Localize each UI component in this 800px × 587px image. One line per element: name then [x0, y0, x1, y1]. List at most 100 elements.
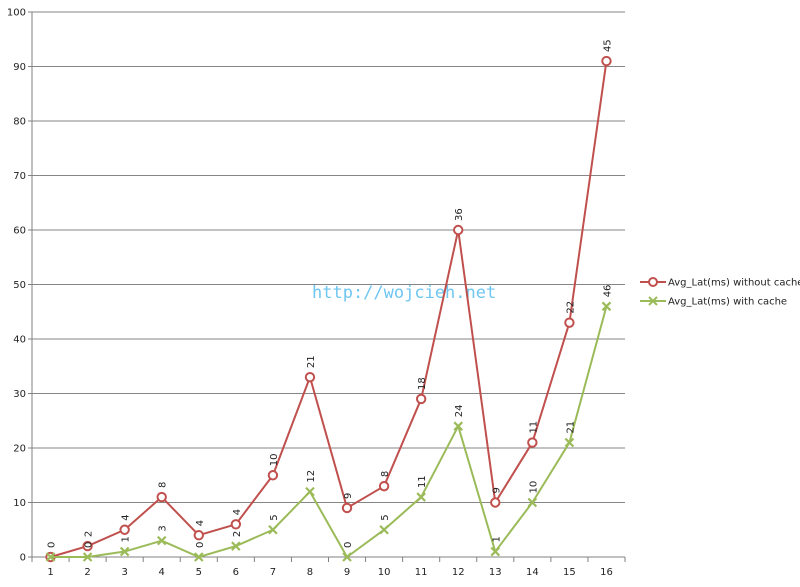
data-point	[305, 486, 315, 497]
data-point	[564, 437, 575, 448]
data-label: 9	[343, 493, 354, 499]
data-point	[193, 530, 204, 541]
x-tick-label: 10	[378, 567, 391, 578]
x-tick-label: 12	[452, 567, 465, 578]
x-axis: 1 2 3 4 5 6 7 8 9 10 11 12 13 14 15 16	[31, 557, 626, 578]
data-point	[490, 497, 501, 508]
legend-label: Avg_Lat(ms) without cache	[668, 278, 800, 289]
data-point	[45, 552, 56, 562]
data-label: 5	[380, 514, 391, 520]
data-point	[119, 524, 130, 535]
data-point	[82, 540, 93, 552]
y-tick-label: 10	[13, 498, 26, 509]
data-point	[453, 421, 463, 431]
data-label: 10	[528, 481, 539, 494]
x-tick-label: 6	[233, 567, 239, 578]
data-label: 4	[195, 520, 206, 526]
data-label: 21	[565, 421, 576, 434]
data-label: 1	[491, 536, 502, 542]
y-tick-label: 80	[13, 117, 26, 128]
data-point	[268, 524, 278, 535]
y-tick-label: 50	[13, 280, 26, 291]
data-point	[156, 491, 167, 503]
data-point	[527, 497, 538, 508]
y-tick-label: 70	[13, 171, 26, 182]
data-label: 9	[491, 487, 502, 493]
y-tick-label: 90	[13, 62, 26, 73]
legend-marker	[648, 277, 658, 287]
series-line	[50, 60, 608, 558]
data-label: 21	[306, 355, 317, 368]
legend-marker	[648, 296, 658, 306]
data-label: 0	[84, 542, 95, 548]
series-line	[50, 306, 608, 558]
data-point	[564, 317, 575, 328]
data-label: 8	[380, 471, 391, 477]
data-point	[342, 552, 352, 562]
data-label: 0	[343, 542, 354, 548]
legend: Avg_Lat(ms) without cache Avg_Lat(ms) wit…	[640, 277, 800, 308]
y-tick-label: 40	[13, 335, 26, 346]
x-tick-label: 7	[270, 567, 276, 578]
data-point	[601, 55, 612, 67]
legend-item-2: Avg_Lat(ms) with cache	[640, 296, 787, 308]
x-tick-label: 4	[159, 567, 165, 578]
data-point	[341, 502, 353, 514]
gridlines	[32, 11, 625, 558]
data-label: 10	[269, 454, 280, 467]
y-axis: 0 10 20 30 40 50 60 70 80 90 100	[7, 8, 33, 564]
data-point	[119, 546, 130, 557]
data-point	[231, 541, 241, 551]
data-label: 0	[47, 542, 58, 548]
data-point	[601, 301, 612, 312]
data-label: 36	[454, 208, 465, 221]
x-tick-label: 11	[415, 567, 428, 578]
data-label: 2	[84, 531, 95, 537]
x-tick-label: 14	[526, 567, 539, 578]
data-point	[378, 480, 390, 492]
data-label: 8	[158, 482, 169, 488]
x-tick-label: 3	[121, 567, 127, 578]
data-point	[416, 492, 426, 502]
data-label: 18	[417, 377, 428, 390]
legend-label: Avg_Lat(ms) with cache	[668, 297, 787, 308]
y-tick-label: 100	[7, 8, 26, 19]
data-label: 11	[417, 475, 428, 488]
data-point	[230, 519, 242, 530]
data-label: 2	[232, 531, 243, 537]
series-group: 0248441021981836911224501302512051124110…	[45, 39, 613, 563]
data-point	[267, 470, 279, 481]
x-tick-label: 9	[344, 567, 350, 578]
y-tick-label: 20	[13, 444, 26, 455]
y-tick-label: 30	[13, 389, 26, 400]
data-label: 45	[602, 39, 613, 52]
x-tick-label: 5	[196, 567, 202, 578]
data-label: 3	[158, 525, 169, 531]
data-label: 5	[269, 514, 280, 520]
data-point	[490, 546, 501, 557]
data-label: 22	[565, 301, 576, 314]
data-point	[82, 552, 93, 562]
data-point	[194, 552, 204, 562]
data-label: 24	[454, 404, 465, 417]
x-tick-label: 13	[489, 567, 502, 578]
data-label: 11	[528, 421, 539, 434]
x-tick-label: 1	[47, 567, 53, 578]
data-point	[304, 371, 316, 383]
x-tick-label: 15	[563, 567, 576, 578]
data-point	[379, 524, 389, 535]
data-point	[527, 437, 538, 448]
watermark: http://wojcieh.net	[312, 283, 496, 303]
data-point	[453, 224, 464, 236]
x-tick-label: 8	[307, 567, 313, 578]
x-tick-label: 16	[600, 567, 613, 578]
data-label: 46	[602, 285, 613, 298]
data-point	[156, 535, 167, 546]
data-label: 12	[306, 470, 317, 483]
data-label: 4	[121, 514, 132, 520]
legend-item-1: Avg_Lat(ms) without cache	[640, 277, 800, 289]
x-tick-label: 2	[84, 567, 90, 578]
